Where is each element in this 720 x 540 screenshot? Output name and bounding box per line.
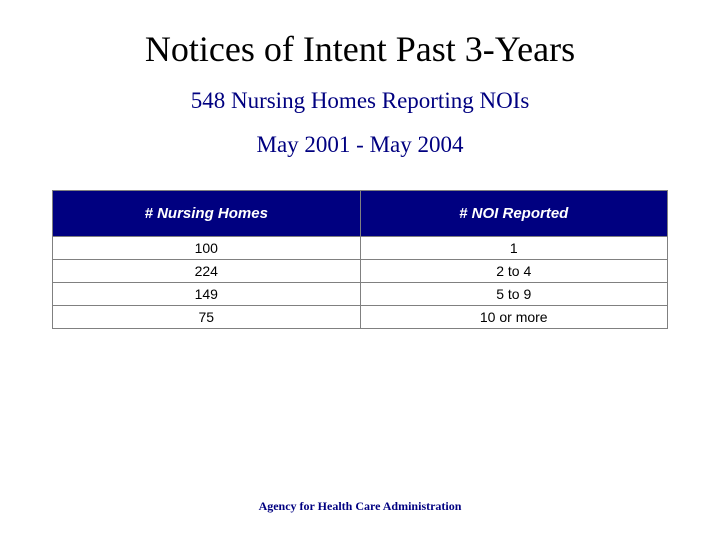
table-row: 100 1 xyxy=(53,237,668,260)
table-row: 224 2 to 4 xyxy=(53,260,668,283)
slide: Notices of Intent Past 3-Years 548 Nursi… xyxy=(0,0,720,540)
cell-noi-reported: 10 or more xyxy=(360,306,668,329)
page-title: Notices of Intent Past 3-Years xyxy=(0,28,720,70)
table-row: 75 10 or more xyxy=(53,306,668,329)
cell-noi-reported: 5 to 9 xyxy=(360,283,668,306)
cell-nursing-homes: 100 xyxy=(53,237,361,260)
data-table-container: # Nursing Homes # NOI Reported 100 1 224… xyxy=(52,190,668,329)
date-range: May 2001 - May 2004 xyxy=(0,132,720,158)
cell-noi-reported: 2 to 4 xyxy=(360,260,668,283)
table-header-row: # Nursing Homes # NOI Reported xyxy=(53,191,668,237)
cell-nursing-homes: 149 xyxy=(53,283,361,306)
col-header-noi-reported: # NOI Reported xyxy=(360,191,668,237)
subtitle: 548 Nursing Homes Reporting NOIs xyxy=(0,88,720,114)
cell-noi-reported: 1 xyxy=(360,237,668,260)
col-header-nursing-homes: # Nursing Homes xyxy=(53,191,361,237)
footer-text: Agency for Health Care Administration xyxy=(0,499,720,514)
data-table: # Nursing Homes # NOI Reported 100 1 224… xyxy=(52,190,668,329)
cell-nursing-homes: 224 xyxy=(53,260,361,283)
cell-nursing-homes: 75 xyxy=(53,306,361,329)
table-row: 149 5 to 9 xyxy=(53,283,668,306)
